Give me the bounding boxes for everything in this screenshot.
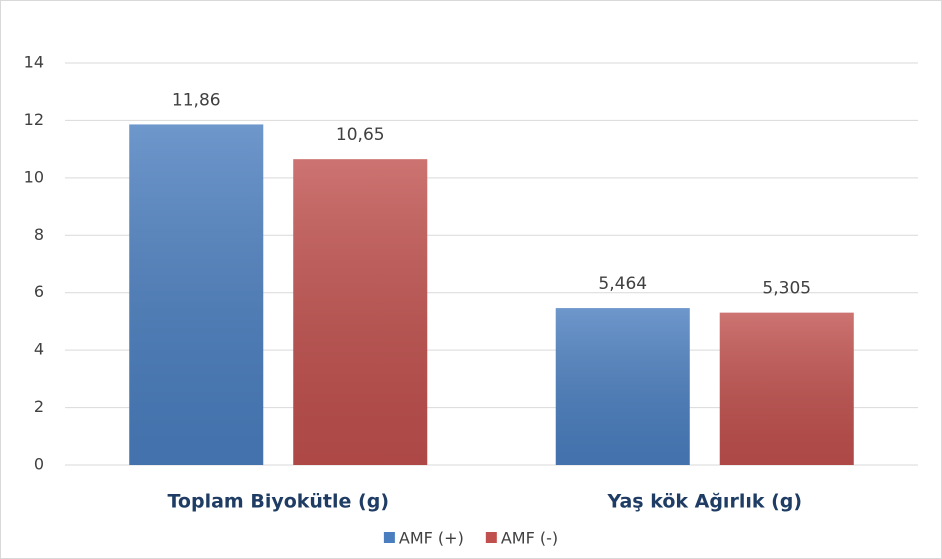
bar-shade <box>719 312 854 465</box>
bar-shade <box>555 308 690 465</box>
y-tick-label: 14 <box>24 53 44 72</box>
value-label: 5,464 <box>598 274 647 294</box>
y-tick-label: 2 <box>34 397 44 416</box>
value-label: 5,305 <box>762 279 811 299</box>
value-label: 11,86 <box>172 90 221 110</box>
value-label: 10,65 <box>336 125 385 145</box>
x-tick-label: Yaş kök Ağırlık (g) <box>606 491 802 513</box>
legend-label: AMF (-) <box>501 529 558 548</box>
bar-shade <box>293 159 428 465</box>
y-tick-label: 8 <box>34 225 44 244</box>
y-tick-label: 0 <box>34 455 44 474</box>
legend-label: AMF (+) <box>399 529 464 548</box>
legend-swatch <box>485 532 497 543</box>
y-tick-label: 10 <box>24 167 44 186</box>
legend-swatch <box>383 532 395 543</box>
bar-shade <box>129 124 264 465</box>
x-tick-label: Toplam Biyokütle (g) <box>168 491 390 513</box>
y-tick-label: 4 <box>34 340 44 359</box>
y-tick-label: 6 <box>34 282 44 301</box>
y-tick-label: 12 <box>24 110 44 129</box>
